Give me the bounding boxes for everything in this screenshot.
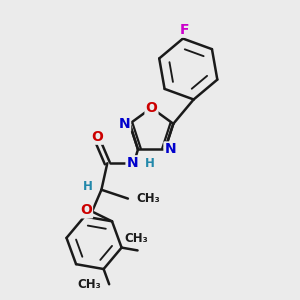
- Text: H: H: [83, 180, 93, 193]
- Text: CH₃: CH₃: [124, 232, 148, 245]
- Text: N: N: [164, 142, 176, 156]
- Text: CH₃: CH₃: [77, 278, 101, 291]
- Text: CH₃: CH₃: [136, 192, 160, 205]
- Text: H: H: [145, 157, 155, 170]
- Text: O: O: [80, 203, 92, 218]
- Text: N: N: [127, 156, 138, 170]
- Text: F: F: [180, 23, 189, 37]
- Text: O: O: [91, 130, 103, 144]
- Text: N: N: [118, 117, 130, 131]
- Text: O: O: [146, 101, 158, 115]
